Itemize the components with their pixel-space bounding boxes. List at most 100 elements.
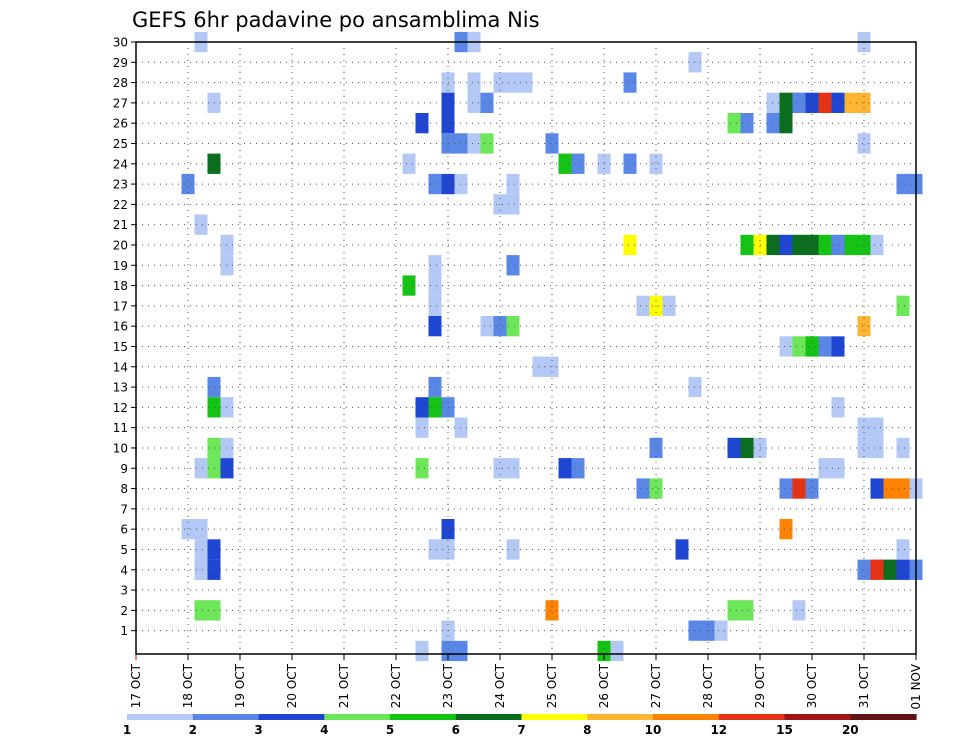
colorbar-label: 7 bbox=[517, 723, 525, 737]
chart-title: GEFS 6hr padavine po ansamblima Nis bbox=[132, 8, 540, 32]
x-tick-label: 23 OCT bbox=[441, 663, 455, 708]
y-tick-label: 12 bbox=[113, 401, 128, 415]
data-cell bbox=[636, 295, 650, 316]
x-tick-label: 19 OCT bbox=[233, 663, 247, 708]
y-tick-label: 28 bbox=[113, 76, 128, 90]
data-cell bbox=[571, 458, 585, 479]
colorbar-label: 5 bbox=[386, 723, 394, 737]
data-cell bbox=[402, 153, 416, 174]
data-cell bbox=[623, 153, 637, 174]
data-cell bbox=[194, 214, 208, 235]
data-cell bbox=[649, 295, 663, 316]
grid-lines bbox=[136, 41, 916, 654]
data-cell bbox=[623, 72, 637, 93]
y-tick-label: 24 bbox=[113, 157, 128, 171]
data-cell bbox=[896, 295, 910, 316]
data-cell bbox=[506, 72, 520, 93]
y-tick-label: 25 bbox=[113, 137, 128, 151]
y-tick-label: 11 bbox=[113, 421, 128, 435]
data-cell bbox=[415, 397, 429, 418]
data-cell bbox=[558, 153, 572, 174]
data-cell bbox=[194, 600, 208, 621]
data-cell bbox=[506, 173, 520, 195]
data-cell bbox=[194, 458, 208, 479]
x-tick-label: 26 OCT bbox=[597, 663, 611, 708]
data-cell bbox=[857, 316, 871, 337]
data-cell bbox=[857, 559, 871, 580]
data-cell bbox=[779, 336, 793, 357]
x-tick-label: 20 OCT bbox=[285, 663, 299, 708]
data-cell bbox=[649, 437, 663, 459]
x-axis: 17 OCT 18 OCT 19 OCT 20 OCT 21 OCT 22 OCT 23 O… bbox=[129, 654, 923, 710]
y-tick-label: 19 bbox=[113, 259, 128, 273]
data-cell bbox=[818, 336, 832, 357]
data-cell bbox=[428, 275, 442, 296]
data-cell bbox=[506, 194, 520, 215]
data-cell bbox=[727, 437, 741, 459]
y-tick-label: 16 bbox=[113, 320, 128, 334]
data-cell bbox=[662, 295, 676, 316]
colorbar-label: 4 bbox=[320, 723, 328, 737]
colorbar-label: 10 bbox=[645, 723, 662, 737]
data-cell bbox=[779, 92, 793, 113]
data-cell bbox=[792, 234, 806, 256]
data-cell bbox=[740, 234, 754, 256]
data-cell bbox=[805, 336, 819, 357]
data-cell bbox=[870, 417, 884, 438]
data-cell bbox=[506, 255, 520, 276]
data-cell bbox=[818, 458, 832, 479]
data-cell bbox=[428, 295, 442, 316]
y-tick-label: 17 bbox=[113, 299, 128, 313]
y-tick-label: 1 bbox=[120, 624, 128, 638]
x-tick-label: 25 OCT bbox=[545, 663, 559, 708]
y-tick-label: 30 bbox=[113, 36, 128, 50]
data-cell bbox=[441, 640, 455, 662]
y-tick-label: 5 bbox=[120, 543, 128, 557]
data-cell bbox=[181, 173, 195, 195]
x-tick-label: 24 OCT bbox=[493, 663, 507, 708]
y-tick-label: 3 bbox=[120, 584, 128, 598]
data-cell bbox=[493, 316, 507, 337]
colorbar-segment bbox=[455, 714, 523, 720]
data-cell bbox=[558, 458, 572, 479]
data-cell bbox=[597, 640, 611, 662]
data-cell bbox=[428, 376, 442, 398]
data-cell bbox=[480, 316, 494, 337]
y-tick-label: 21 bbox=[113, 218, 128, 232]
y-tick-label: 23 bbox=[113, 178, 128, 192]
data-cells bbox=[181, 31, 923, 662]
data-cell bbox=[454, 640, 468, 662]
data-cell bbox=[649, 153, 663, 174]
data-cell bbox=[506, 316, 520, 337]
data-cell bbox=[896, 478, 910, 499]
data-cell bbox=[428, 316, 442, 337]
y-tick-label: 18 bbox=[113, 279, 128, 293]
colorbar-label: 8 bbox=[583, 723, 591, 737]
data-cell bbox=[779, 113, 793, 134]
colorbar-segment bbox=[192, 714, 260, 720]
colorbar-segment bbox=[127, 714, 194, 720]
y-tick-label: 2 bbox=[120, 604, 128, 618]
data-cell bbox=[896, 539, 910, 560]
data-cell bbox=[415, 458, 429, 479]
y-tick-label: 4 bbox=[120, 563, 128, 577]
data-cell bbox=[805, 478, 819, 499]
data-cell bbox=[792, 92, 806, 113]
data-cell bbox=[779, 478, 793, 499]
colorbar-label: 6 bbox=[452, 723, 460, 737]
data-cell bbox=[506, 539, 520, 560]
data-cell bbox=[545, 600, 559, 621]
data-cell bbox=[792, 478, 806, 499]
data-cell bbox=[480, 133, 494, 154]
data-cell bbox=[493, 72, 507, 93]
data-cell bbox=[870, 478, 884, 499]
data-cell bbox=[896, 173, 910, 195]
data-cell bbox=[506, 458, 520, 479]
x-tick-label: 21 OCT bbox=[337, 663, 351, 708]
colorbar-segment bbox=[784, 714, 851, 720]
data-cell bbox=[883, 559, 897, 580]
data-cell bbox=[467, 72, 481, 93]
colorbar-label: 2 bbox=[189, 723, 197, 737]
x-tick-label: 17 OCT bbox=[129, 663, 143, 708]
